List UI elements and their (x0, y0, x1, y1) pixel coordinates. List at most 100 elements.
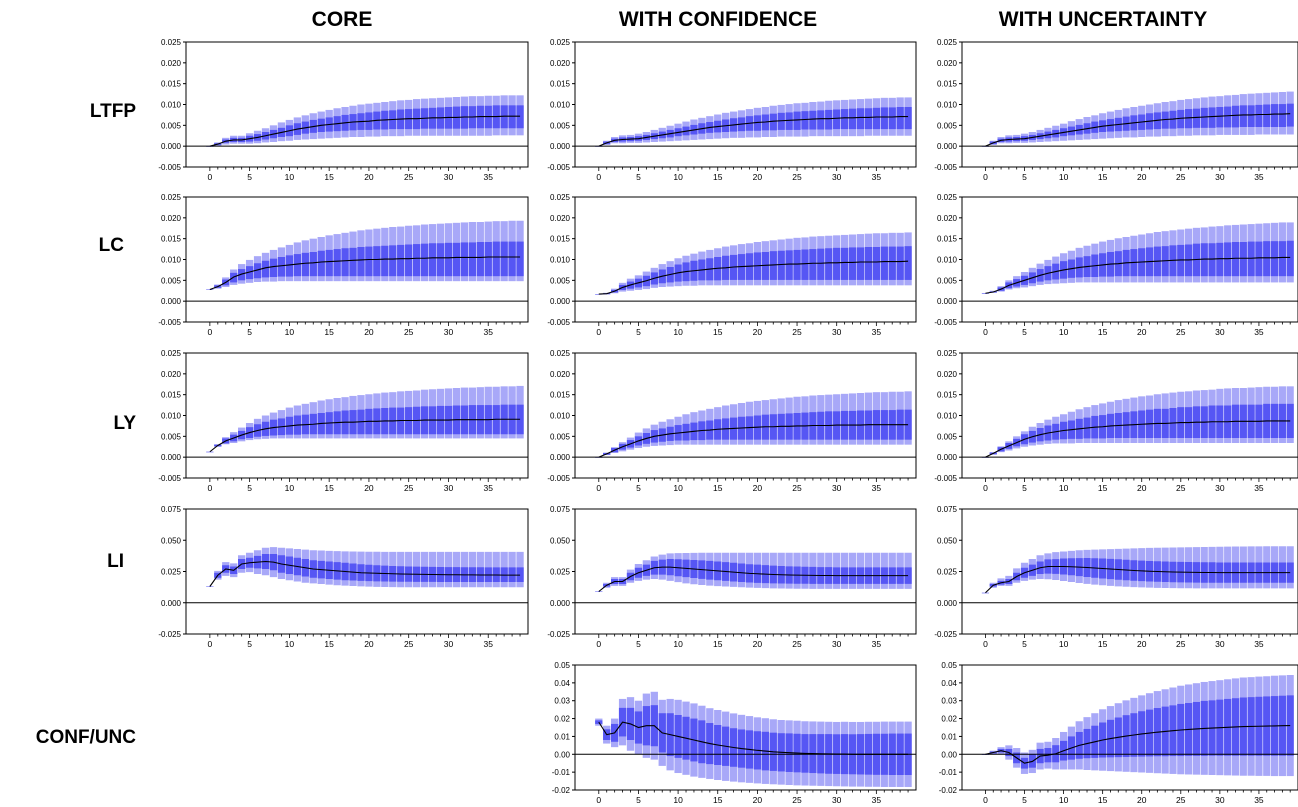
x-tick-label: 15 (713, 639, 723, 649)
x-tick-label: 35 (872, 795, 882, 805)
y-tick-label: 0.000 (937, 599, 958, 608)
y-tick-label: 0.015 (161, 80, 182, 89)
y-tick-label: 0.010 (937, 101, 958, 110)
inner-band-bar (833, 109, 841, 130)
x-tick-label: 25 (1176, 172, 1186, 182)
x-tick-label: 20 (364, 639, 374, 649)
x-tick-label: 20 (753, 483, 763, 493)
x-tick-label: 5 (1022, 795, 1027, 805)
x-tick-label: 0 (596, 327, 601, 337)
panel-ltfp-core: -0.005 0.000 0.005 0.010 0.015 0.020 0.025 0 5 10… (158, 38, 529, 182)
inner-band-bar (880, 107, 888, 130)
inner-band-bar (595, 591, 603, 592)
inner-band (595, 705, 912, 775)
y-tick-label: 0.010 (161, 412, 182, 421)
x-tick-label: 25 (404, 327, 414, 337)
x-tick-label: 30 (832, 639, 842, 649)
y-tick-label: 0.010 (550, 101, 571, 110)
inner-band-bar (309, 252, 317, 277)
outer-band (981, 675, 1294, 777)
inner-band-bar (317, 250, 325, 277)
inner-band-bar (412, 244, 421, 277)
x-tick-label: 15 (324, 483, 334, 493)
x-tick-label: 0 (596, 172, 601, 182)
panel-ly-with-confidence: -0.005 0.000 0.005 0.010 0.015 0.020 0.025 0 5 10… (547, 349, 917, 493)
x-tick-label: 20 (1137, 639, 1147, 649)
inner-band-bar (848, 247, 857, 280)
inner-band-bar (245, 266, 254, 280)
y-tick-label: 0.025 (550, 349, 571, 358)
y-tick-label: 0.000 (937, 453, 958, 462)
inner-band (206, 241, 524, 290)
y-tick-label: -0.01 (552, 768, 571, 777)
x-tick-label: 5 (636, 483, 641, 493)
inner-band (981, 695, 1294, 769)
x-tick-label: 35 (483, 172, 493, 182)
inner-band-bar (872, 247, 880, 280)
inner-band-bar (349, 247, 357, 277)
inner-band-bar (1161, 111, 1169, 129)
y-tick-label: 0.005 (937, 121, 958, 130)
inner-band-bar (1278, 241, 1286, 277)
outer-band (206, 385, 524, 453)
y-tick-label: 0.050 (161, 536, 182, 545)
y-tick-label: 0.005 (550, 121, 571, 130)
x-tick-label: 5 (1022, 327, 1027, 337)
y-axis: -0.025 0.000 0.025 0.050 0.075 (934, 505, 962, 639)
x-tick-label: 10 (1059, 483, 1069, 493)
inner-band-bar (444, 242, 453, 277)
x-tick-label: 35 (872, 639, 882, 649)
inner-band-bar (1239, 242, 1247, 277)
inner-band-bar (856, 247, 865, 280)
outer-band (206, 547, 524, 588)
x-tick-label: 30 (1215, 795, 1225, 805)
inner-band-bar (833, 247, 841, 280)
inner-band-bar (476, 242, 484, 277)
x-tick-label: 20 (753, 795, 763, 805)
x-tick-label: 5 (636, 639, 641, 649)
x-axis: 0 5 10 15 20 25 30 35 (596, 322, 909, 337)
column-title-with-confidence: WITH CONFIDENCE (619, 8, 817, 31)
x-tick-label: 5 (1022, 639, 1027, 649)
y-axis: -0.005 0.000 0.005 0.010 0.015 0.020 0.025 (547, 38, 575, 172)
inner-band-bar (508, 105, 516, 129)
y-tick-label: 0.075 (937, 505, 958, 514)
median-line (598, 260, 909, 295)
inner-band-bar (981, 592, 990, 594)
x-tick-label: 5 (247, 172, 252, 182)
y-tick-label: 0.005 (550, 432, 571, 441)
x-tick-label: 30 (832, 327, 842, 337)
outer-band (595, 97, 912, 147)
inner-band-bar (1255, 104, 1263, 127)
y-axis: -0.005 0.000 0.005 0.010 0.015 0.020 0.025 (934, 38, 962, 172)
row-label-ltfp: LTFP (90, 101, 136, 122)
x-tick-label: 30 (444, 327, 454, 337)
inner-band-bar (1208, 243, 1216, 277)
inner-band (206, 404, 524, 453)
median-line (598, 721, 909, 755)
x-axis: 0 5 10 15 20 25 30 35 (983, 167, 1291, 182)
x-tick-label: 35 (1254, 172, 1264, 182)
x-tick-label: 25 (404, 483, 414, 493)
x-tick-label: 20 (1137, 795, 1147, 805)
median-line (209, 256, 521, 291)
inner-band (206, 105, 524, 147)
outer-band (595, 232, 912, 295)
x-tick-label: 5 (636, 172, 641, 182)
inner-band-bar (206, 451, 214, 453)
inner-band-bar (238, 269, 246, 281)
inner-band-bar (817, 110, 825, 130)
x-tick-label: 0 (983, 639, 988, 649)
x-tick-label: 20 (753, 639, 763, 649)
inner-band-bar (389, 245, 397, 277)
inner-band-bar (500, 241, 508, 277)
inner-band-bar (769, 113, 777, 131)
inner-band-bar (761, 252, 769, 280)
plot-frame (961, 664, 1298, 791)
y-tick-label: 0.000 (161, 142, 182, 151)
inner-band-bar (500, 105, 508, 129)
outer-band (595, 552, 912, 592)
median-line (598, 424, 909, 458)
inner-band-bar (1263, 104, 1271, 127)
